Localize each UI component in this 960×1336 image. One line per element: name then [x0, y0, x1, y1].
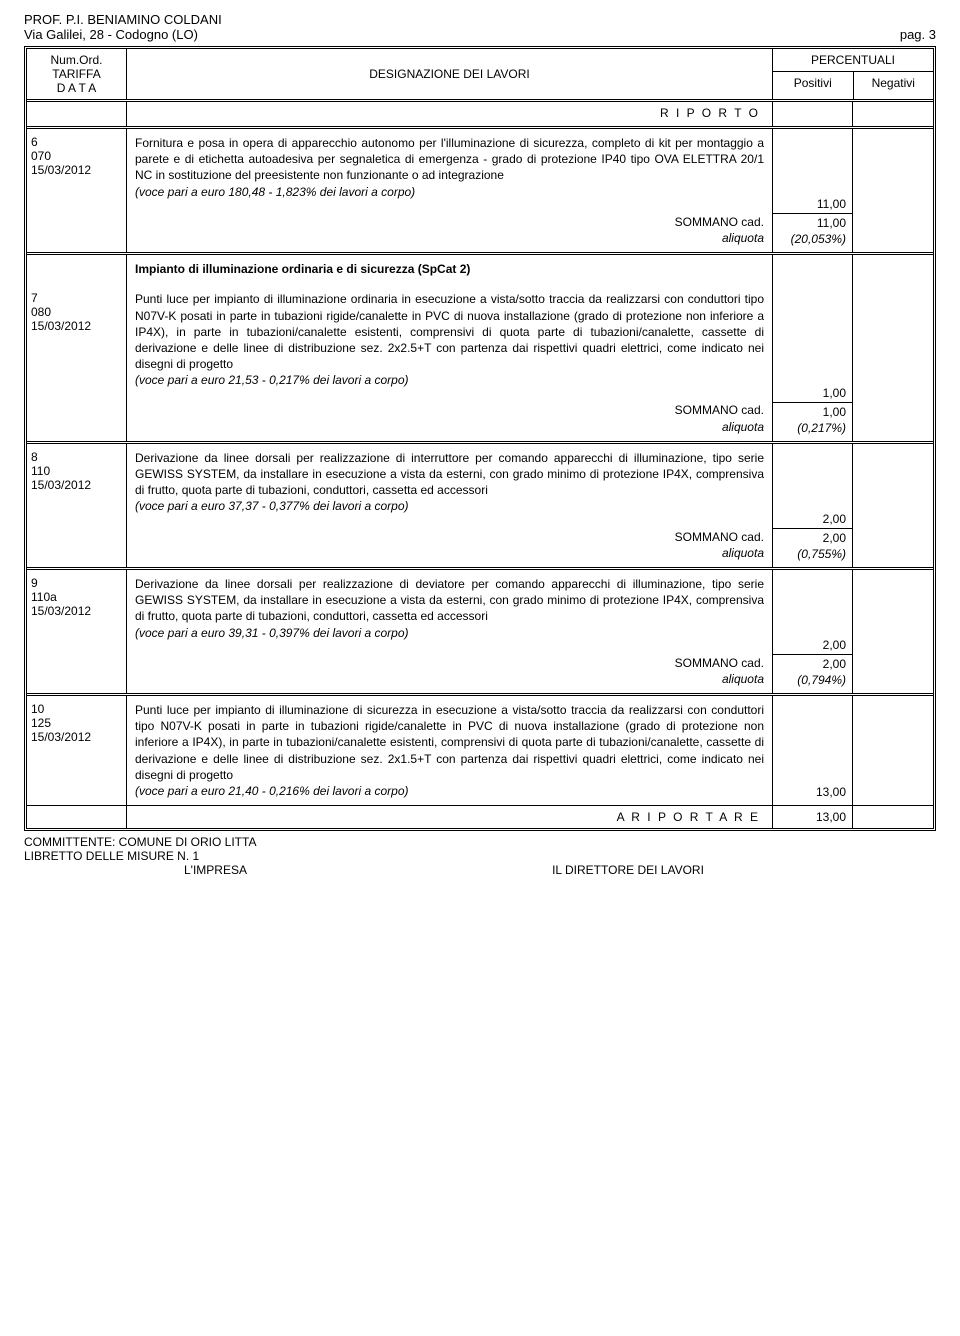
page-number: pag. 3: [900, 27, 936, 42]
table-row: 6 070 15/03/2012 Fornitura e posa in ope…: [27, 129, 933, 255]
sommano-label: SOMMANO cad.: [135, 214, 764, 230]
table-row: 9 110a 15/03/2012 Derivazione da linee d…: [27, 570, 933, 696]
item-num: 9: [31, 576, 122, 590]
aliquota-label: aliquota: [135, 230, 764, 246]
aliquota-value: (0,217%): [779, 421, 846, 435]
col-negativi: Negativi: [854, 72, 934, 99]
main-table: Num.Ord. TARIFFA D A T A DESIGNAZIONE DE…: [24, 46, 936, 831]
riporto-label: R I P O R T O: [127, 102, 773, 126]
item-code: 125: [31, 716, 122, 730]
item-description: Fornitura e posa in opera di apparecchio…: [135, 135, 764, 184]
item-voce: (voce pari a euro 180,48 - 1,823% dei la…: [135, 184, 764, 200]
header-institution: PROF. P.I. BENIAMINO COLDANI: [24, 12, 936, 27]
aliquota-value: (20,053%): [779, 232, 846, 246]
item-num: 8: [31, 450, 122, 464]
sommano-value: 1,00: [779, 405, 846, 419]
item-date: 15/03/2012: [31, 163, 122, 177]
item-num: 10: [31, 702, 122, 716]
item-value: 1,00: [779, 386, 846, 400]
direttore-label: IL DIRETTORE DEI LAVORI: [480, 863, 776, 877]
riporto-row: R I P O R T O: [27, 102, 933, 129]
col-designazione: DESIGNAZIONE DEI LAVORI: [127, 49, 773, 99]
item-num: 6: [31, 135, 122, 149]
sommano-label: SOMMANO cad.: [135, 529, 764, 545]
item-voce: (voce pari a euro 21,53 - 0,217% dei lav…: [135, 372, 764, 388]
aliquota-label: aliquota: [135, 419, 764, 435]
item-code: 110: [31, 464, 122, 478]
sommano-value: 2,00: [779, 531, 846, 545]
impresa-label: L'IMPRESA: [124, 863, 480, 877]
aliquota-label: aliquota: [135, 545, 764, 561]
item-value: 13,00: [779, 785, 846, 799]
item-code: 070: [31, 149, 122, 163]
table-row: 8 110 15/03/2012 Derivazione da linee do…: [27, 444, 933, 570]
item-code: 080: [31, 305, 122, 319]
col-percentuali: PERCENTUALI: [773, 49, 933, 72]
item-value: 2,00: [779, 638, 846, 652]
item-date: 15/03/2012: [31, 604, 122, 618]
item-description: Derivazione da linee dorsali per realizz…: [135, 450, 764, 499]
col-tariffa: TARIFFA: [52, 67, 100, 81]
table-row: 7 080 15/03/2012 Impianto di illuminazio…: [27, 255, 933, 444]
sommano-value: 11,00: [779, 216, 846, 230]
header-address: Via Galilei, 28 - Codogno (LO): [24, 27, 198, 42]
riportare-value: 13,00: [773, 806, 853, 828]
item-description: Derivazione da linee dorsali per realizz…: [135, 576, 764, 625]
committente: COMMITTENTE: COMUNE DI ORIO LITTA: [24, 835, 936, 849]
riportare-row: A R I P O R T A R E 13,00: [27, 805, 933, 828]
item-date: 15/03/2012: [31, 478, 122, 492]
section-title: Impianto di illuminazione ordinaria e di…: [135, 261, 764, 277]
item-voce: (voce pari a euro 21,40 - 0,216% dei lav…: [135, 783, 764, 799]
aliquota-value: (0,755%): [779, 547, 846, 561]
item-value: 11,00: [779, 197, 846, 211]
item-description: Punti luce per impianto di illuminazione…: [135, 702, 764, 783]
item-description: Punti luce per impianto di illuminazione…: [135, 291, 764, 372]
sommano-label: SOMMANO cad.: [135, 402, 764, 418]
sommano-value: 2,00: [779, 657, 846, 671]
table-row: 10 125 15/03/2012 Punti luce per impiant…: [27, 696, 933, 805]
item-num: 7: [31, 291, 122, 305]
item-value: 2,00: [779, 512, 846, 526]
sommano-label: SOMMANO cad.: [135, 655, 764, 671]
item-date: 15/03/2012: [31, 319, 122, 333]
aliquota-value: (0,794%): [779, 673, 846, 687]
col-positivi: Positivi: [773, 72, 854, 99]
item-code: 110a: [31, 590, 122, 604]
libretto: LIBRETTO DELLE MISURE N. 1: [24, 849, 936, 863]
item-voce: (voce pari a euro 37,37 - 0,377% dei lav…: [135, 498, 764, 514]
item-voce: (voce pari a euro 39,31 - 0,397% dei lav…: [135, 625, 764, 641]
item-date: 15/03/2012: [31, 730, 122, 744]
table-header: Num.Ord. TARIFFA D A T A DESIGNAZIONE DE…: [27, 49, 933, 102]
col-numord: Num.Ord.: [50, 53, 102, 67]
col-data: D A T A: [57, 81, 97, 95]
aliquota-label: aliquota: [135, 671, 764, 687]
riportare-label: A R I P O R T A R E: [127, 806, 773, 828]
